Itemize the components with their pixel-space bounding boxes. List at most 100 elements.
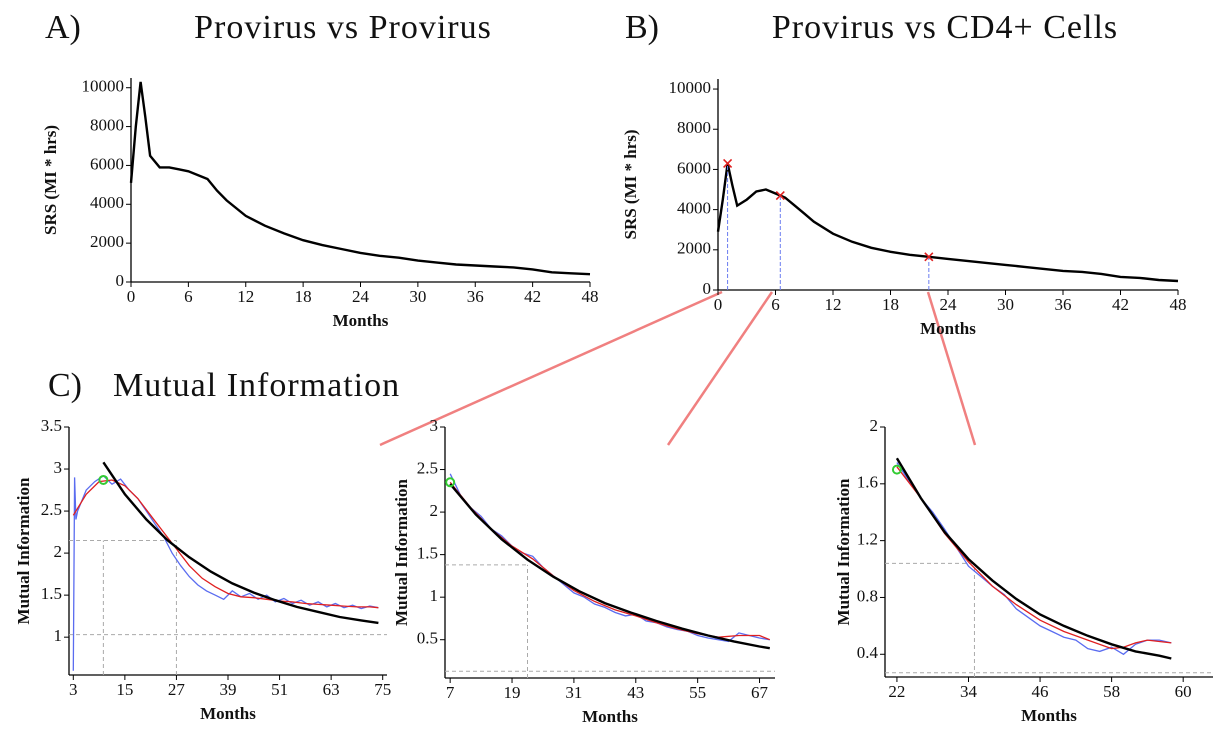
x-tick-label: 34: [960, 682, 978, 701]
y-tick-label: 0.5: [417, 629, 438, 648]
x-tick-label: 63: [323, 680, 340, 699]
connector: [379, 290, 723, 447]
y-axis-label: Mutual Information: [14, 477, 33, 624]
x-tick-label: 12: [825, 295, 842, 314]
x-tick-label: 12: [237, 287, 254, 306]
optimum-marker: [98, 474, 109, 485]
y-tick-label: 8000: [90, 115, 124, 134]
y-tick-label: 3: [430, 416, 439, 435]
connector: [666, 291, 774, 446]
series-line: [449, 483, 770, 650]
x-tick-label: 7: [446, 683, 455, 702]
marker: [775, 190, 785, 201]
x-tick-label: 18: [295, 287, 312, 306]
y-tick-label: 1.5: [417, 544, 438, 563]
x-tick-label: 22: [888, 682, 905, 701]
x-tick-label: 15: [116, 680, 133, 699]
y-tick-label: 2000: [677, 239, 711, 258]
x-axis-label: Months: [333, 311, 389, 330]
y-tick-label: 8000: [677, 118, 711, 137]
y-tick-label: 1.6: [857, 473, 878, 492]
y-tick-label: 10000: [669, 78, 712, 97]
chart-title: Provirus vs CD4+ Cells: [772, 9, 1118, 46]
y-axis-label: Mutual Information: [392, 479, 411, 626]
x-tick-label: 30: [409, 287, 426, 306]
x-tick-label: 18: [882, 295, 899, 314]
panel-label: A): [45, 9, 81, 46]
x-tick-label: 27: [168, 680, 186, 699]
y-tick-label: 10000: [82, 77, 125, 96]
x-tick-label: 67: [751, 683, 769, 702]
x-tick-label: 42: [524, 287, 541, 306]
x-tick-label: 48: [1170, 295, 1187, 314]
marker: [723, 158, 733, 168]
y-tick-label: 2: [54, 542, 63, 561]
x-axis-label: Months: [920, 319, 976, 338]
y-tick-label: 6000: [677, 158, 711, 177]
y-tick-label: 2.5: [417, 458, 438, 477]
x-tick-label: 46: [1032, 682, 1049, 701]
x-tick-label: 39: [220, 680, 237, 699]
series-line: [449, 473, 770, 643]
y-tick-label: 0: [703, 279, 712, 298]
y-tick-label: 4000: [677, 199, 711, 218]
x-tick-label: 24: [940, 295, 958, 314]
x-tick-label: 43: [627, 683, 644, 702]
optimum-marker: [891, 464, 902, 475]
y-tick-label: 2: [870, 416, 879, 435]
x-tick-label: 36: [467, 287, 484, 306]
y-tick-label: 0.8: [857, 586, 878, 605]
x-tick-label: 58: [1103, 682, 1120, 701]
series-line: [716, 163, 1179, 283]
series-line: [449, 481, 771, 641]
marker: [924, 252, 934, 262]
y-tick-label: 2.5: [41, 500, 62, 519]
series-line: [102, 461, 379, 625]
y-tick-label: 3: [54, 458, 63, 477]
x-tick-label: 51: [271, 680, 288, 699]
y-tick-label: 6000: [90, 154, 124, 173]
y-tick-label: 1.5: [41, 584, 62, 603]
chart-title: Mutual Information: [113, 367, 400, 404]
x-tick-label: 0: [127, 287, 136, 306]
y-tick-label: 0.4: [857, 643, 879, 662]
y-tick-label: 3.5: [41, 416, 62, 435]
series-line: [896, 462, 1172, 656]
x-tick-label: 48: [582, 287, 599, 306]
x-tick-label: 60: [1175, 682, 1192, 701]
x-tick-label: 6: [771, 295, 780, 314]
y-tick-label: 1: [54, 626, 63, 645]
x-tick-label: 42: [1112, 295, 1129, 314]
x-axis-label: Months: [200, 704, 256, 723]
chart-title: Provirus vs Provirus: [194, 9, 492, 46]
y-tick-label: 1.2: [857, 530, 878, 549]
x-axis-label: Months: [582, 707, 638, 726]
x-tick-label: 36: [1055, 295, 1072, 314]
x-tick-label: 6: [184, 287, 193, 306]
x-tick-label: 3: [69, 680, 78, 699]
x-tick-label: 31: [565, 683, 582, 702]
series-line: [72, 479, 379, 609]
series-line: [896, 466, 1172, 650]
x-tick-label: 30: [997, 295, 1014, 314]
x-axis-label: Months: [1021, 706, 1077, 725]
series-line: [72, 474, 379, 671]
optimum-marker: [445, 477, 456, 488]
x-tick-label: 75: [374, 680, 391, 699]
connector: [926, 291, 977, 446]
series-line: [129, 81, 591, 276]
y-tick-label: 1: [430, 586, 439, 605]
x-tick-label: 19: [504, 683, 521, 702]
series-line: [895, 457, 1172, 660]
x-tick-label: 55: [689, 683, 706, 702]
x-tick-label: 0: [714, 295, 723, 314]
y-tick-label: 2000: [90, 232, 124, 251]
y-tick-label: 0: [116, 271, 125, 290]
y-axis-label: SRS (MI * hrs): [41, 125, 60, 235]
y-tick-label: 2: [430, 501, 439, 520]
y-tick-label: 4000: [90, 193, 124, 212]
y-axis-label: SRS (MI * hrs): [621, 129, 640, 239]
y-axis-label: Mutual Information: [834, 478, 853, 625]
panel-label: B): [625, 9, 659, 46]
